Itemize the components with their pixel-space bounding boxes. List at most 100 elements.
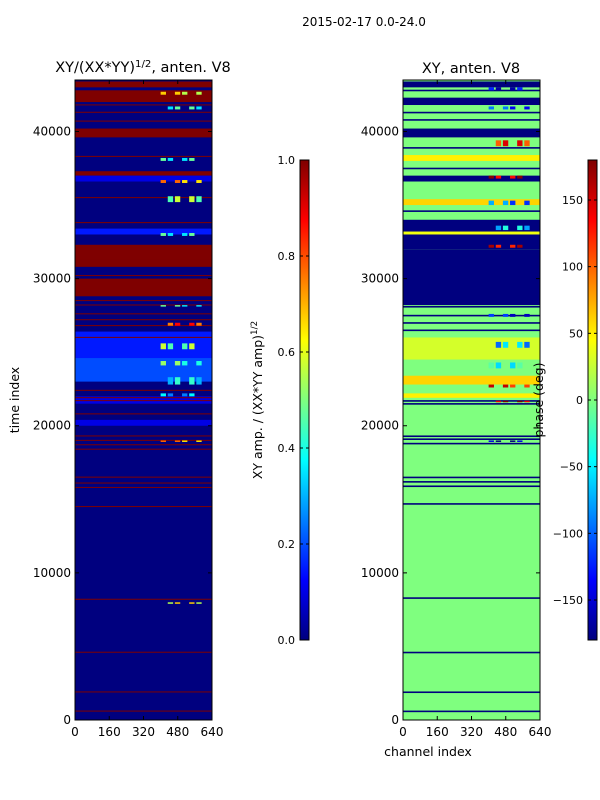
heatmap-patch bbox=[502, 313, 509, 317]
heatmap-row-line bbox=[403, 597, 540, 599]
heatmap-row-line bbox=[75, 222, 212, 224]
panel-title-base: XY/(XX*YY) bbox=[55, 60, 135, 76]
heatmap-row-line bbox=[403, 435, 540, 438]
colorbar-label: XY amp. / (XX*YY amp)1/2 bbox=[250, 321, 265, 479]
heatmap-row-line bbox=[75, 439, 212, 441]
heatmap-patch bbox=[196, 602, 202, 604]
heatmap-patch bbox=[488, 175, 494, 179]
heatmap-row-line bbox=[75, 104, 212, 106]
heatmap-patch bbox=[189, 602, 195, 604]
heatmap-patch bbox=[510, 175, 516, 179]
heatmap-band bbox=[75, 90, 212, 103]
colorbar-label: phase (deg) bbox=[531, 362, 546, 437]
heatmap-band bbox=[403, 249, 540, 306]
panel-title: XY/(XX*YY)1/2, anten. V8 bbox=[55, 59, 231, 77]
heatmap-row-line bbox=[75, 486, 212, 488]
heatmap-patch bbox=[495, 225, 502, 231]
heatmap-row-line bbox=[75, 313, 212, 315]
heatmap-row-line bbox=[403, 400, 540, 402]
heatmap-patch bbox=[196, 322, 202, 326]
heatmap-patch bbox=[167, 377, 174, 385]
heatmap-band bbox=[403, 81, 540, 88]
y-tick-label: 40000 bbox=[33, 124, 71, 138]
heatmap-patch bbox=[510, 362, 516, 369]
heatmap-patch bbox=[189, 393, 195, 397]
heatmap-patch bbox=[174, 91, 181, 95]
colorbar-tick-label: 0.8 bbox=[278, 250, 296, 263]
heatmap-patch bbox=[167, 393, 174, 397]
heatmap-row-line bbox=[75, 651, 212, 653]
panel-title-sup: 1/2 bbox=[135, 59, 151, 70]
heatmap-row-line bbox=[403, 438, 540, 440]
heatmap-row-line bbox=[403, 403, 540, 405]
heatmap-row-line bbox=[75, 319, 212, 321]
heatmap-patch bbox=[174, 377, 181, 385]
heatmap-patch bbox=[174, 305, 181, 307]
x-tick-label: 160 bbox=[426, 725, 449, 739]
heatmap-row-line bbox=[403, 691, 540, 694]
colorbar-tick-label: 0.4 bbox=[278, 442, 296, 455]
heatmap-patch bbox=[189, 322, 195, 326]
x-tick-label: 640 bbox=[201, 725, 224, 739]
heatmap-patch bbox=[182, 91, 188, 95]
heatmap-row-line bbox=[75, 413, 212, 415]
heatmap-patch bbox=[495, 400, 502, 403]
heatmap-row-line bbox=[403, 503, 540, 505]
heatmap-band bbox=[403, 375, 540, 385]
heatmap-patch bbox=[495, 140, 502, 147]
heatmap-patch bbox=[160, 91, 166, 95]
heatmap-patch bbox=[488, 87, 494, 91]
heatmap-patch bbox=[196, 377, 202, 385]
y-axis-label: time index bbox=[7, 367, 22, 433]
heatmap-patch bbox=[510, 200, 516, 206]
heatmap-patch bbox=[196, 305, 202, 307]
heatmap-row-line bbox=[75, 598, 212, 600]
y-tick-label: 30000 bbox=[33, 272, 71, 286]
heatmap-patch bbox=[182, 233, 188, 236]
heatmap-band bbox=[75, 175, 212, 182]
heatmap-patch bbox=[524, 225, 530, 231]
x-tick-label: 0 bbox=[71, 725, 79, 739]
heatmap-band bbox=[403, 155, 540, 161]
heatmap-patch bbox=[488, 440, 494, 442]
colorbar-tick-label: 0.6 bbox=[278, 346, 296, 359]
colorbar-tick-label: 150 bbox=[562, 194, 583, 207]
heatmap-patch bbox=[517, 341, 523, 348]
heatmap-patch bbox=[517, 87, 523, 91]
heatmap-row-line bbox=[403, 476, 540, 479]
heatmap-row-line bbox=[75, 120, 212, 122]
heatmap-patch bbox=[174, 602, 181, 604]
y-tick-label: 40000 bbox=[361, 124, 399, 138]
heatmap-row-line bbox=[75, 435, 212, 437]
heatmap-patch bbox=[182, 157, 188, 161]
heatmap-patch bbox=[189, 343, 195, 350]
heatmap-patch bbox=[196, 361, 202, 366]
heatmap-patch bbox=[502, 384, 509, 388]
panel-title-rest: , anten. V8 bbox=[151, 60, 230, 76]
colorbar-tick-label: 0 bbox=[576, 394, 583, 407]
heatmap-patch bbox=[502, 225, 509, 231]
heatmap-patch bbox=[510, 106, 516, 110]
heatmap-patch bbox=[160, 233, 166, 236]
colorbar-tick-label: −100 bbox=[553, 527, 583, 540]
heatmap-row-line bbox=[403, 305, 540, 308]
heatmap-patch bbox=[174, 440, 181, 442]
heatmap-patch bbox=[524, 106, 530, 110]
heatmap-patch bbox=[517, 362, 523, 369]
heatmap-patch bbox=[160, 343, 166, 350]
heatmap-patch bbox=[182, 305, 188, 307]
heatmap-row-line bbox=[403, 710, 540, 713]
heatmap-row-line bbox=[75, 275, 212, 277]
heatmap-patch bbox=[167, 602, 174, 604]
colorbar-tick-label: −150 bbox=[553, 594, 583, 607]
heatmap-patch bbox=[510, 440, 516, 442]
heatmap-patch bbox=[510, 244, 516, 248]
heatmap-patch bbox=[174, 361, 181, 366]
heatmap-patch bbox=[517, 140, 523, 147]
heatmap-patch bbox=[524, 313, 530, 317]
heatmap-patch bbox=[488, 384, 494, 388]
heatmap-row-line bbox=[75, 400, 212, 402]
heatmap-row-line bbox=[75, 397, 212, 399]
heatmap-band bbox=[75, 278, 212, 297]
heatmap-background bbox=[403, 80, 540, 720]
